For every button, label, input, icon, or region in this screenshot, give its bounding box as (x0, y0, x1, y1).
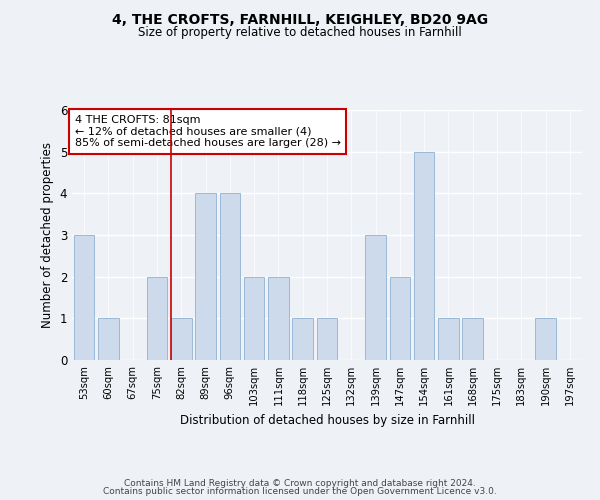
Bar (220, 194, 240, 360)
Bar (535, 318, 556, 360)
Text: Contains public sector information licensed under the Open Government Licence v3: Contains public sector information licen… (103, 488, 497, 496)
Y-axis label: Number of detached properties: Number of detached properties (41, 142, 54, 328)
Bar (463, 318, 483, 360)
Text: Contains HM Land Registry data © Crown copyright and database right 2024.: Contains HM Land Registry data © Crown c… (124, 478, 476, 488)
Bar (414, 152, 434, 360)
Bar (268, 276, 289, 360)
Bar (244, 276, 265, 360)
Text: Size of property relative to detached houses in Farnhill: Size of property relative to detached ho… (138, 26, 462, 39)
Bar (74, 235, 94, 360)
Bar (171, 318, 191, 360)
Bar (389, 276, 410, 360)
Bar (438, 318, 459, 360)
Bar (98, 318, 119, 360)
Bar (292, 318, 313, 360)
Bar (317, 318, 337, 360)
Text: 4, THE CROFTS, FARNHILL, KEIGHLEY, BD20 9AG: 4, THE CROFTS, FARNHILL, KEIGHLEY, BD20 … (112, 12, 488, 26)
X-axis label: Distribution of detached houses by size in Farnhill: Distribution of detached houses by size … (179, 414, 475, 426)
Text: 4 THE CROFTS: 81sqm
← 12% of detached houses are smaller (4)
85% of semi-detache: 4 THE CROFTS: 81sqm ← 12% of detached ho… (74, 115, 341, 148)
Bar (146, 276, 167, 360)
Bar (195, 194, 216, 360)
Bar (365, 235, 386, 360)
